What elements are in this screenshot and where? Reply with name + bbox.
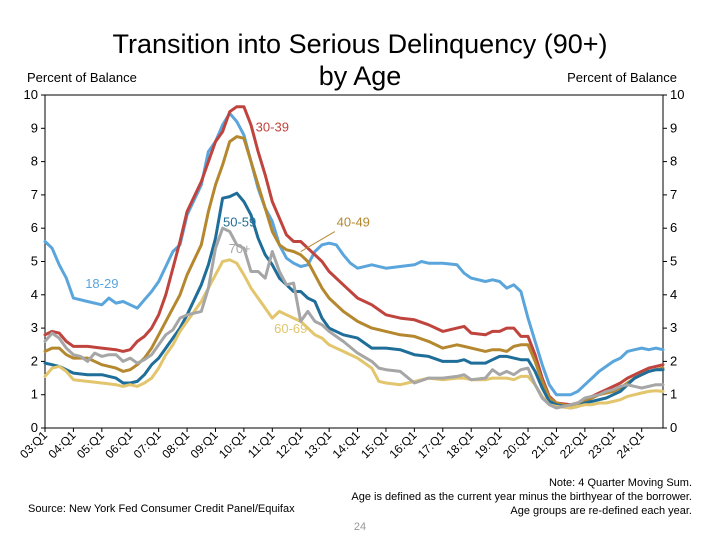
series-label-60-69: 60-69 (274, 321, 307, 336)
y-tick-label-left: 2 (31, 353, 38, 368)
y-tick-label-left: 0 (31, 420, 38, 435)
y-tick-label-right: 6 (670, 220, 677, 235)
y-tick-label-right: 1 (670, 387, 677, 402)
x-tick-label: 14:Q1 (330, 428, 363, 461)
series-label-18-29: 18-29 (85, 276, 118, 291)
x-tick-label: 15:Q1 (358, 428, 391, 461)
y-tick-label-right: 2 (670, 353, 677, 368)
x-tick-label: 07:Q1 (131, 428, 164, 461)
note-line-3: Age groups are re-defined each year. (510, 505, 692, 517)
y-tick-label-right: 3 (670, 320, 677, 335)
x-tick-label: 09:Q1 (188, 428, 221, 461)
series-label-40-49: 40-49 (337, 215, 370, 230)
x-tick-label: 16:Q1 (386, 428, 419, 461)
y-tick-label-left: 5 (31, 254, 38, 269)
x-tick-label: 06:Q1 (102, 428, 135, 461)
x-tick-label: 20:Q1 (500, 428, 533, 461)
x-tick-label: 12:Q1 (273, 428, 306, 461)
note-line-2: Age is defined as the current year minus… (351, 491, 692, 503)
x-tick-label: 18:Q1 (443, 428, 476, 461)
x-tick-label: 19:Q1 (472, 428, 505, 461)
x-tick-label: 22:Q1 (557, 428, 590, 461)
chart-title-line2: by Age (318, 61, 402, 91)
page-number: 24 (353, 521, 367, 533)
y-tick-label-left: 4 (31, 287, 38, 302)
series-label-30-39: 30-39 (256, 120, 289, 135)
y-tick-label-left: 10 (24, 87, 38, 102)
x-tick-label: 04:Q1 (46, 428, 79, 461)
series-line-30-39 (43, 105, 665, 407)
x-tick-label: 10:Q1 (216, 428, 249, 461)
series-label-leader-40-49 (300, 231, 336, 252)
y-tick-label-right: 4 (670, 287, 677, 302)
source-note: Source: New York Fed Consumer Credit Pan… (28, 503, 295, 515)
plot-frame (44, 94, 664, 429)
note-line-1: Note: 4 Quarter Moving Sum. (548, 477, 692, 489)
y-tick-label-right: 8 (670, 154, 677, 169)
x-tick-label: 11:Q1 (245, 428, 278, 461)
y-tick-label-left: 6 (31, 220, 38, 235)
series-line-18-29 (43, 111, 665, 397)
y-tick-label-right: 9 (670, 120, 677, 135)
y-axis-label-right: Percent of Balance (567, 70, 677, 85)
x-tick-label: 05:Q1 (74, 428, 107, 461)
y-tick-label-left: 3 (31, 320, 38, 335)
x-tick-label: 08:Q1 (159, 428, 192, 461)
y-tick-label-right: 10 (670, 87, 684, 102)
y-axis-label-left: Percent of Balance (27, 70, 137, 85)
chart-title: Transition into Serious Delinquency (90+… (0, 28, 720, 92)
y-tick-label-right: 0 (670, 420, 677, 435)
series-label-50-59: 50-59 (223, 215, 256, 230)
x-tick-label: 13:Q1 (301, 428, 334, 461)
series-line-60-69 (43, 258, 665, 410)
x-tick-label: 23:Q1 (585, 428, 618, 461)
y-tick-label-left: 1 (31, 387, 38, 402)
y-tick-label-left: 9 (31, 120, 38, 135)
series-line-40-49 (43, 135, 665, 408)
y-tick-label-left: 7 (31, 187, 38, 202)
y-tick-label-left: 8 (31, 154, 38, 169)
y-tick-label-right: 5 (670, 254, 677, 269)
chart-title-line1: Transition into Serious Delinquency (90+… (112, 29, 608, 59)
x-tick-label: 24:Q1 (614, 428, 647, 461)
y-tick-label-right: 7 (670, 187, 677, 202)
series-line-70plus (43, 226, 665, 410)
series-label-70plus: 70+ (229, 241, 251, 256)
x-tick-label: 21:Q1 (529, 428, 562, 461)
x-tick-label: 17:Q1 (415, 428, 448, 461)
